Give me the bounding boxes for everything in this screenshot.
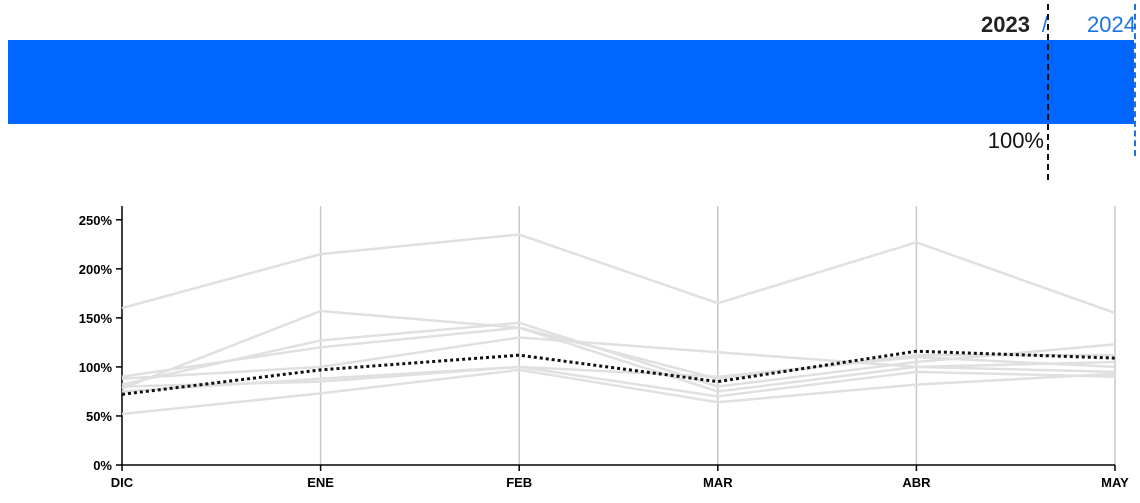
x-tick-label: ENE bbox=[307, 475, 334, 490]
y-tick-label: 100% bbox=[79, 360, 113, 375]
x-tick-label: MAR bbox=[703, 475, 733, 490]
x-tick-label: MAY bbox=[1101, 475, 1129, 490]
year-current-label: 2023 bbox=[981, 12, 1030, 37]
series-line bbox=[121, 365, 1116, 398]
x-tick-label: DIC bbox=[111, 475, 134, 490]
y-tick-label: 250% bbox=[79, 213, 113, 228]
line-chart: 0% 50% 100% 150% 200% 250% DIC ENE FEB MAR ABR MAY bbox=[79, 206, 1129, 490]
y-tick-label: 50% bbox=[86, 409, 112, 424]
series-line bbox=[121, 336, 1116, 380]
year-separator: / bbox=[1041, 12, 1048, 37]
progress-percent-label: 100% bbox=[987, 128, 1044, 153]
series-line-highlight bbox=[121, 349, 1116, 396]
year-prev-label: 2024 bbox=[1087, 12, 1136, 37]
y-tick-label: 150% bbox=[79, 311, 113, 326]
series-line bbox=[121, 326, 1115, 380]
series-line bbox=[121, 233, 1116, 315]
y-tick-label: 0% bbox=[93, 458, 112, 473]
current-year-marker bbox=[1047, 4, 1049, 180]
y-tick-label: 200% bbox=[79, 262, 113, 277]
series-line bbox=[121, 355, 1116, 388]
x-tick-label: ABR bbox=[902, 475, 931, 490]
progress-section: 2023 / 2024 100% bbox=[0, 0, 1140, 180]
progress-bar bbox=[8, 40, 1134, 124]
progress-bar-fill bbox=[8, 40, 1134, 124]
series-line bbox=[121, 368, 1116, 416]
series-line bbox=[121, 309, 1116, 393]
x-tick-label: FEB bbox=[506, 475, 532, 490]
prev-year-marker bbox=[1134, 4, 1136, 156]
